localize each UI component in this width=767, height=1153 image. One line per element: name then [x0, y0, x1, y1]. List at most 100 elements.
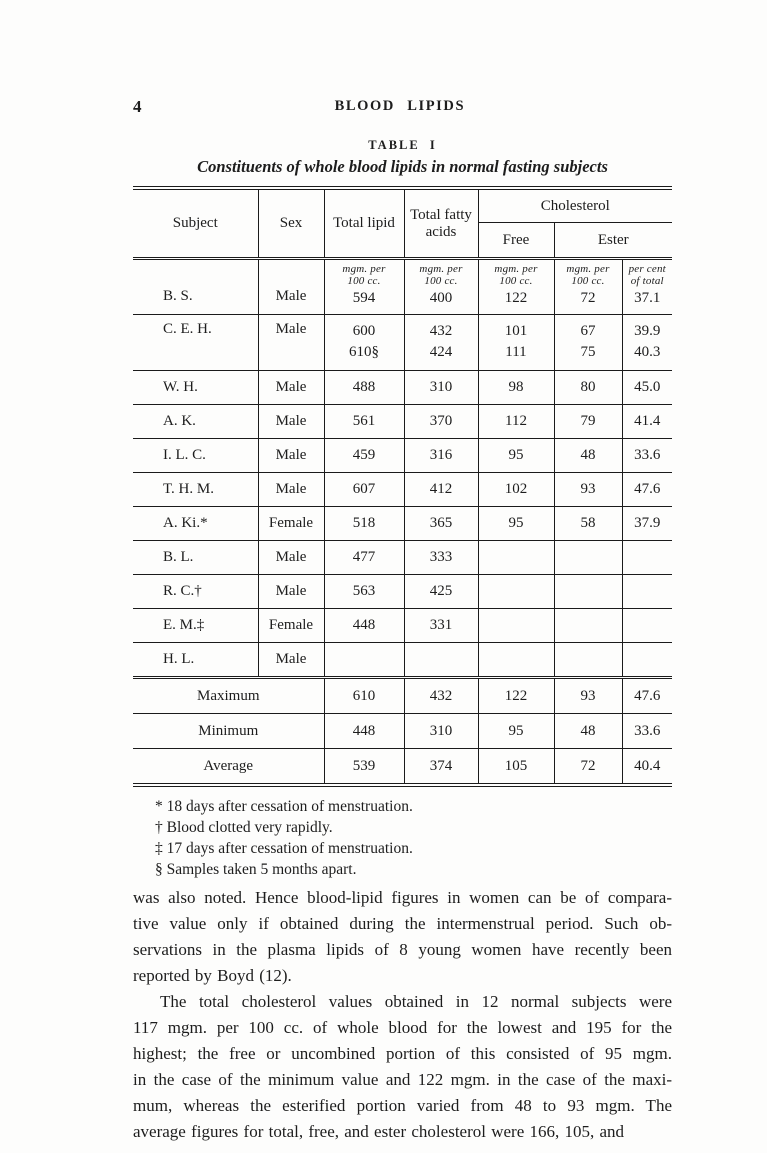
- value-text: 75: [580, 344, 596, 360]
- subject-cell: I. L. C.: [133, 438, 259, 473]
- running-head: BLOOD LIPIDS: [334, 98, 466, 114]
- summary-row: Minimum 448 310 95 48 33.6: [133, 713, 673, 749]
- subject-cell: B. L.: [133, 540, 259, 575]
- value-cell: 95: [478, 438, 555, 473]
- value-text: 67: [580, 323, 596, 339]
- subject-cell: H. L.: [133, 642, 259, 678]
- paragraph-line: average figures for total, free, and est…: [133, 1122, 625, 1141]
- col-header-total-fatty-acids: Total fatty acids: [404, 190, 479, 260]
- value-cell: 95: [478, 506, 555, 541]
- units-line: of total: [630, 274, 664, 287]
- paragraph-line: was also noted. Hence blood-lipid figure…: [133, 888, 672, 907]
- value-cell: 365: [404, 506, 479, 541]
- units-line: 100 cc.: [571, 274, 605, 287]
- value-text: 102: [504, 481, 528, 497]
- sex-cell: Male: [258, 370, 325, 405]
- value-cell: 79: [554, 404, 623, 439]
- value-cell: 477: [324, 540, 405, 575]
- value-cell: 310: [404, 370, 479, 405]
- value-text: 47.6: [634, 481, 661, 497]
- value-cell: 33.6: [622, 713, 673, 749]
- value-cell: 448: [324, 713, 405, 749]
- value-cell: [404, 642, 479, 678]
- value-cell: 39.9 40.3: [622, 314, 673, 371]
- units-label: mgm. per 100 cc.: [406, 263, 477, 287]
- value-cell: 93: [554, 472, 623, 507]
- units-label: mgm. per 100 cc.: [326, 263, 403, 287]
- units-line: mgm. per: [494, 263, 538, 275]
- value-text: 98: [508, 379, 524, 395]
- table-title: TABLE I: [368, 138, 437, 152]
- value-cell: 37.9: [622, 506, 673, 541]
- table-row: C. E. H. Male 600 610§ 432 424 101 111 67 75 39.9 4…: [133, 314, 673, 371]
- value-cell: 101 111: [478, 314, 555, 371]
- value-text: 424: [429, 344, 453, 360]
- value-cell: [324, 642, 405, 678]
- header-row-1: Subject Sex Total lipid Total fatty acid…: [133, 190, 673, 260]
- value-text: 518: [352, 515, 376, 531]
- value-cell: 112: [478, 404, 555, 439]
- col-header-subject: Subject: [133, 190, 259, 260]
- table-row: A. Ki.* Female 518 365 95 58 37.9: [133, 506, 673, 541]
- paragraph-line: tive value only if obtained during the i…: [133, 914, 672, 933]
- value-text: 316: [429, 447, 453, 463]
- value-text: 412: [429, 481, 453, 497]
- value-cell: 47.6: [622, 676, 673, 714]
- summary-row: Average 539 374 105 72 40.4: [133, 748, 672, 783]
- value-cell: 40.4: [634, 757, 661, 774]
- col-header-free: Free: [478, 222, 555, 260]
- value-cell: 561: [324, 404, 405, 439]
- value-cell: [478, 608, 555, 643]
- units-line: mgm. per: [419, 263, 463, 275]
- sex-cell: Female: [258, 608, 325, 643]
- value-cell: mgm. per 100 cc. 400: [404, 258, 479, 315]
- value-text: 39.9: [634, 323, 661, 339]
- col-header-ester: Ester: [554, 222, 673, 260]
- subject-cell: E. M.‡: [133, 608, 259, 643]
- sex-cell: Male: [258, 642, 325, 678]
- value-cell: 432: [404, 676, 479, 714]
- value-text: 72: [580, 290, 596, 306]
- value-text: 477: [352, 549, 376, 565]
- table-row: E. M.‡ Female 448 331: [133, 608, 673, 643]
- value-cell: 459: [324, 438, 405, 473]
- value-text: 93: [580, 481, 596, 497]
- value-text: 607: [352, 481, 376, 497]
- value-cell: [622, 574, 673, 609]
- value-cell: 333: [404, 540, 479, 575]
- value-cell: mgm. per 100 cc. 72: [554, 258, 623, 315]
- value-cell: [554, 574, 623, 609]
- table-row: W. H. Male 488 310 98 80 45.0: [133, 370, 673, 405]
- header-row-2: Free Ester: [133, 222, 673, 260]
- value-text: 79: [580, 413, 596, 429]
- sex-cell: Male: [258, 258, 325, 315]
- footnote-line: § Samples taken 5 months apart.: [155, 861, 357, 878]
- units-line: per cent: [628, 263, 666, 275]
- value-cell: 95: [478, 713, 555, 749]
- table-row: R. C.† Male 563 425: [133, 574, 673, 609]
- subject-cell: A. Ki.*: [133, 506, 259, 541]
- value-cell: 370: [404, 404, 479, 439]
- value-text: 333: [429, 549, 453, 565]
- table-row: B. L. Male 477 333: [133, 540, 673, 575]
- sex-cell: Male: [258, 438, 325, 473]
- value-cell: 539: [324, 748, 405, 783]
- value-text: 45.0: [634, 379, 661, 395]
- value-text: 95: [508, 515, 524, 531]
- value-cell: 600 610§: [324, 314, 405, 371]
- value-text: 101: [504, 323, 528, 339]
- body-text: was also noted. Hence blood-lipid figure…: [133, 885, 672, 1145]
- table-body: B. S. Male mgm. per 100 cc. 594 mgm. per 100 c…: [133, 258, 673, 783]
- paragraph-line: 117 mgm. per 100 cc. of whole blood for …: [133, 1018, 672, 1037]
- subject-cell: T. H. M.: [133, 472, 259, 507]
- value-text: 48: [580, 447, 596, 463]
- paragraph: The total cholesterol values obtained in…: [133, 989, 672, 1145]
- table-row: A. K. Male 561 370 112 79 41.4: [133, 404, 673, 439]
- sex-cell: Female: [258, 506, 325, 541]
- value-cell: 93: [554, 676, 623, 714]
- value-cell: 80: [554, 370, 623, 405]
- summary-label: Maximum: [133, 676, 325, 714]
- value-cell: [554, 608, 623, 643]
- sex-cell: Male: [258, 540, 325, 575]
